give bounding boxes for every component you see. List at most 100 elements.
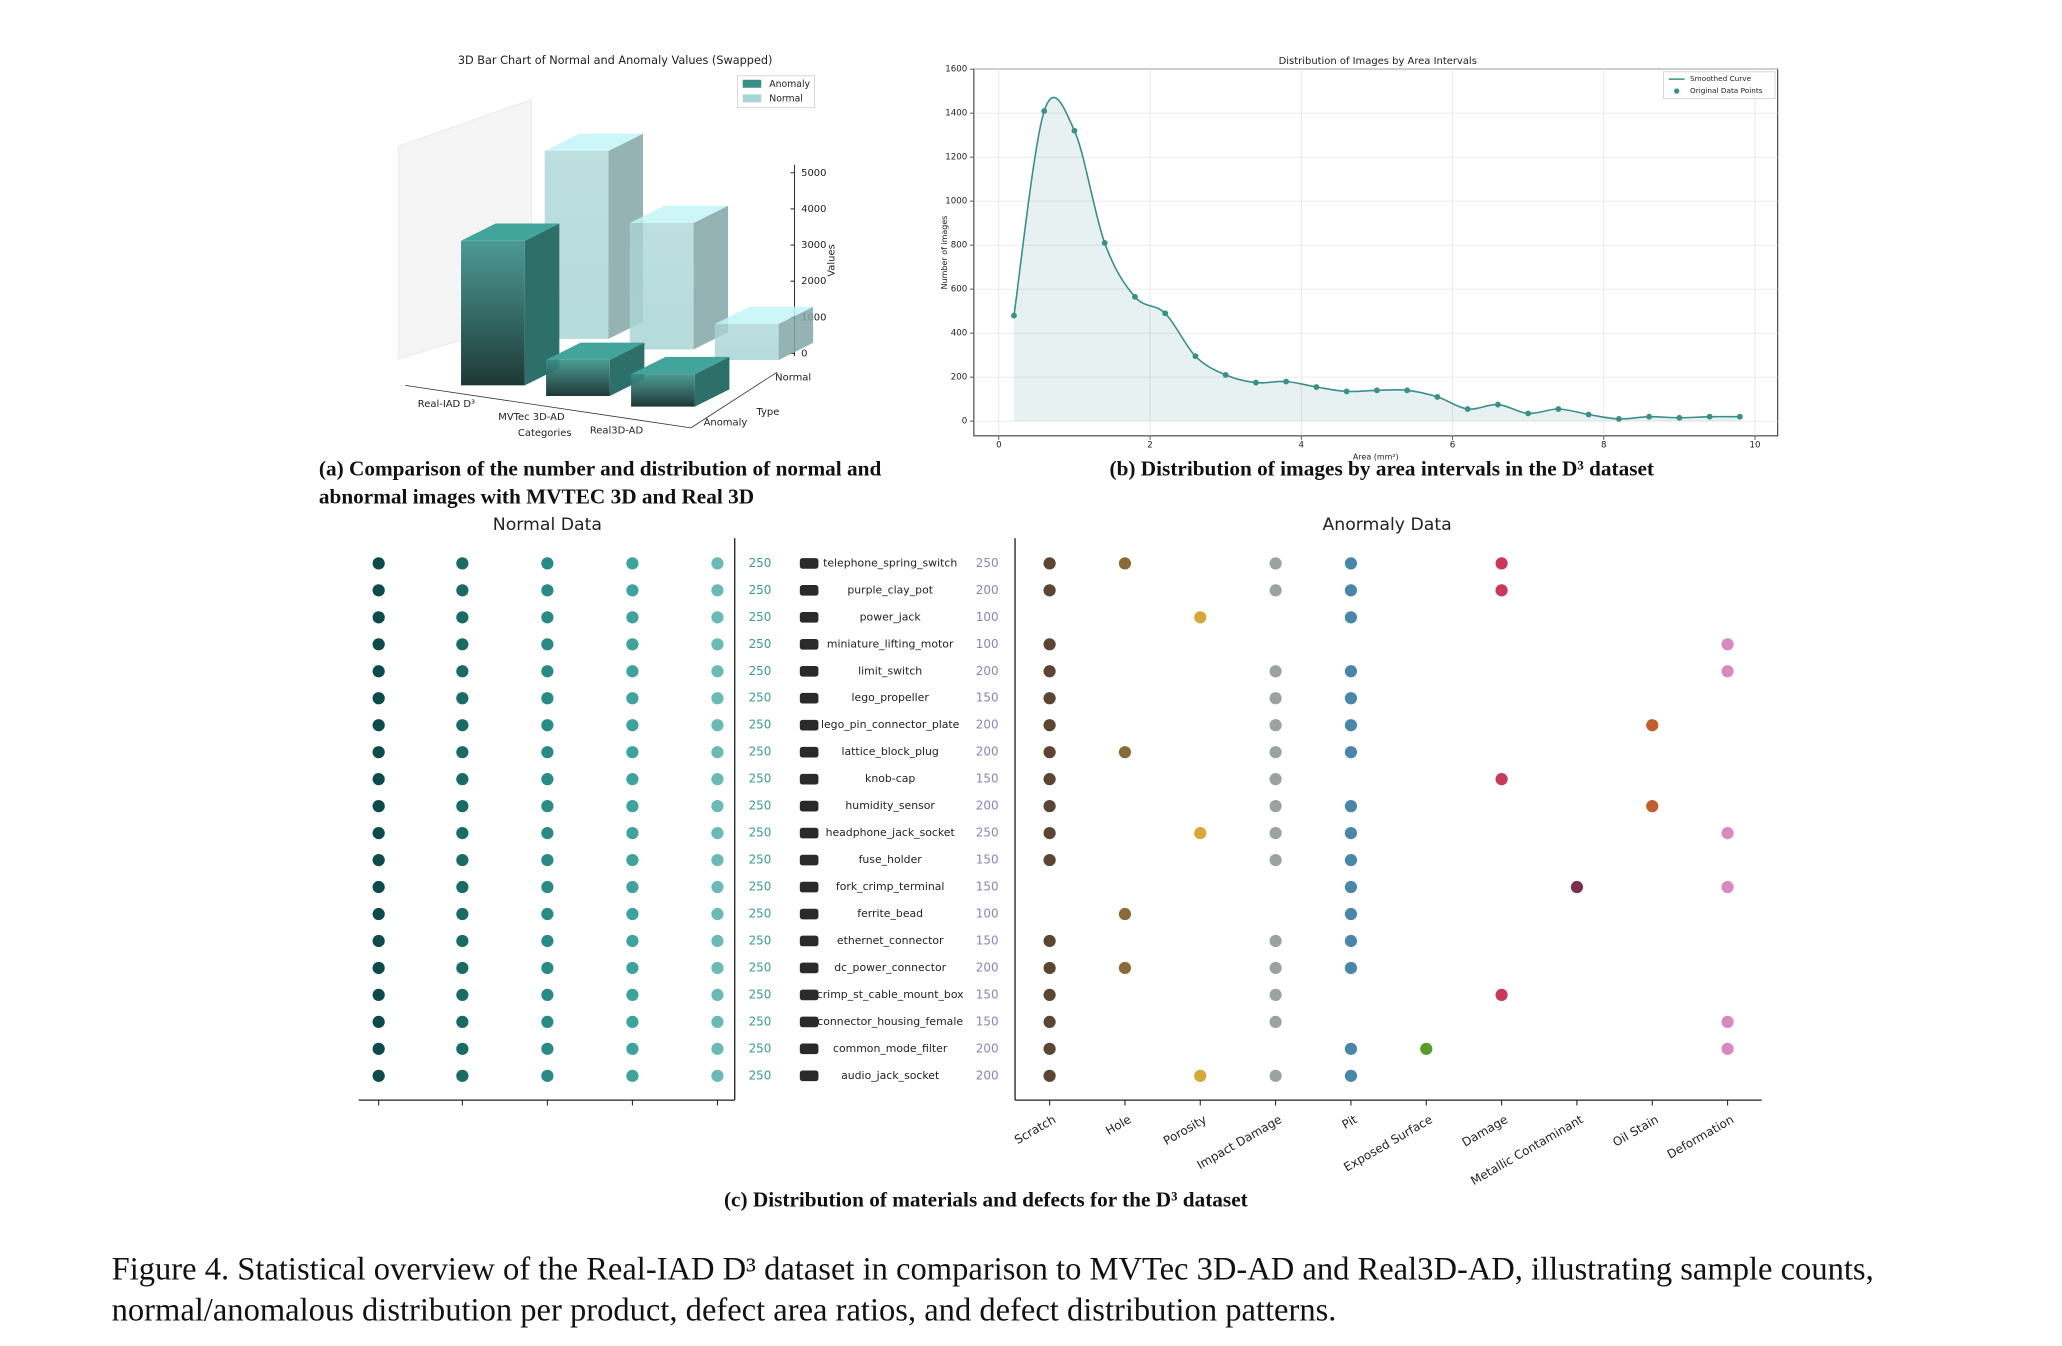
bar-front (714, 323, 779, 361)
product-name: lego_propeller (852, 691, 930, 704)
defect-dot (1043, 800, 1056, 813)
defect-dot (1344, 826, 1358, 840)
normal-count: 250 (749, 583, 772, 597)
product-name: limit_switch (858, 664, 922, 677)
bar-front (629, 223, 694, 350)
normal-dot (372, 746, 385, 759)
defect-dot (1269, 1069, 1282, 1082)
x-tick-label: 6 (1450, 441, 1455, 451)
normal-dot (541, 1042, 554, 1055)
normal-count: 250 (749, 745, 772, 759)
data-point (1101, 240, 1108, 246)
defect-dot (1118, 907, 1132, 921)
normal-count: 250 (749, 987, 772, 1001)
panel-title: Anormaly Data (1322, 515, 1451, 535)
caption-text: (a) Comparison of the number and distrib… (318, 458, 882, 509)
defect-dot (1269, 557, 1282, 570)
normal-dot (372, 800, 385, 813)
defect-dot (1043, 719, 1056, 732)
x-tick-label: MVTec 3D-AD (498, 412, 565, 423)
normal-dot (711, 773, 724, 786)
defect-dot (1344, 611, 1358, 624)
defect-dot (1646, 719, 1659, 732)
normal-count: 250 (749, 772, 772, 786)
anomaly-count: 100 (976, 610, 999, 624)
anomaly-count: 150 (976, 853, 999, 867)
anomaly-count: 200 (976, 960, 999, 974)
y-tick-label: 600 (951, 285, 967, 295)
data-point (1404, 387, 1411, 394)
bar-front (631, 374, 695, 407)
normal-dot (456, 746, 469, 759)
normal-dot (626, 853, 639, 867)
normal-dot (541, 800, 554, 813)
defect-dot (1344, 665, 1358, 678)
chart-title: Distribution of Images by Area Intervals (1279, 56, 1477, 67)
data-point (1283, 378, 1290, 385)
normal-dot (372, 934, 385, 948)
normal-dot (626, 988, 639, 1002)
product-icon (799, 665, 819, 677)
normal-dot (711, 584, 724, 597)
normal-dot (626, 1069, 639, 1082)
z-tick-label: 2000 (801, 276, 826, 287)
caption: (a) Comparison of the number and distrib… (318, 458, 882, 509)
defect-dot (1043, 934, 1056, 948)
legend-marker (1674, 88, 1680, 94)
legend-swatch (742, 94, 762, 103)
normal-count: 250 (749, 960, 772, 974)
bar-front (546, 359, 610, 396)
normal-dot (541, 719, 554, 732)
normal-count: 250 (749, 637, 772, 651)
defect-dot (1269, 853, 1282, 867)
defect-dot (1269, 773, 1282, 786)
caption: (c) Distribution of materials and defect… (724, 1189, 1248, 1212)
normal-dot (711, 692, 724, 705)
z-tick-label: 4000 (801, 204, 826, 215)
defect-dot (1118, 746, 1132, 759)
y-tick-label: 1000 (945, 197, 967, 207)
x-tick-label: Porosity (1161, 1112, 1209, 1148)
data-point (1132, 293, 1138, 300)
x-tick-label: 4 (1299, 441, 1305, 451)
normal-dot (372, 584, 385, 597)
defect-dot (1344, 800, 1358, 813)
product-name: fork_crimp_terminal (836, 880, 945, 893)
normal-dot (456, 719, 469, 732)
data-point (1252, 379, 1259, 386)
normal-dot (372, 1015, 385, 1029)
normal-dot (711, 853, 724, 867)
x-tick-label: Pit (1340, 1112, 1360, 1132)
bar-top (546, 342, 645, 360)
data-point (1736, 413, 1743, 420)
normal-dot (711, 961, 724, 975)
normal-dot (456, 1042, 469, 1055)
legend-label: Normal (769, 94, 803, 105)
anomaly-count: 200 (976, 1068, 999, 1082)
defect-dot (1269, 934, 1282, 948)
defect-dot (1043, 557, 1056, 570)
normal-count: 250 (749, 664, 772, 678)
normal-dot (711, 557, 724, 570)
data-point (1585, 411, 1592, 418)
product-icon (799, 1043, 819, 1055)
y-axis-label: Type (755, 407, 779, 418)
defect-dot (1043, 746, 1056, 759)
product-name: headphone_jack_socket (826, 826, 955, 839)
bar-side (778, 306, 814, 361)
normal-dot (456, 692, 469, 705)
anomaly-count: 250 (976, 826, 999, 840)
defect-dot (1420, 1042, 1433, 1055)
product-name: ferrite_bead (857, 907, 923, 920)
defect-dot (1344, 692, 1358, 705)
defect-dot (1721, 1015, 1734, 1029)
normal-dot (711, 988, 724, 1002)
z-tick-label: 1000 (801, 312, 826, 323)
x-tick-label: Deformation (1665, 1112, 1737, 1161)
defect-dot (1043, 584, 1056, 597)
anomaly-count: 150 (976, 772, 999, 786)
normal-count: 250 (749, 799, 772, 813)
bar-side (524, 223, 560, 386)
product-name: dc_power_connector (834, 961, 946, 974)
